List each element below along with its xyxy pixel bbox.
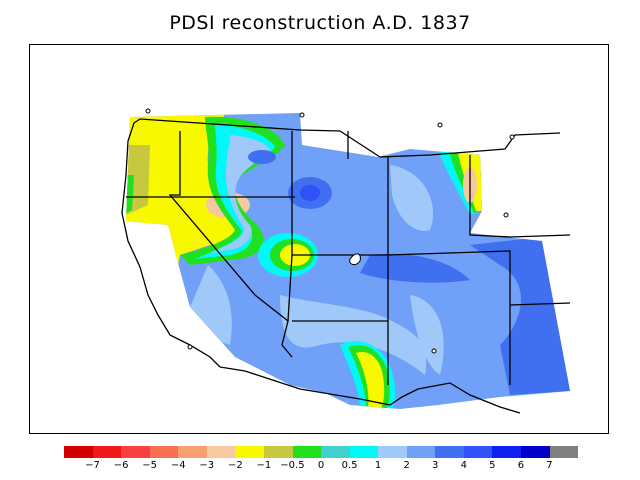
- legend-swatch-4: [178, 446, 207, 458]
- legend-label-4: −3: [199, 460, 215, 471]
- lake-1: [145, 108, 151, 114]
- pdsi-map: [121, 108, 571, 414]
- legend-swatch-8: [292, 446, 322, 458]
- color-legend: [64, 446, 579, 458]
- field-light-band: [210, 135, 270, 253]
- legend-label-9: 0.5: [341, 460, 358, 471]
- field-east-wet: [470, 235, 570, 395]
- field-montana-light: [390, 165, 434, 231]
- lake-7: [187, 344, 193, 350]
- dakota-border: [469, 155, 571, 238]
- legend-label-6: −1: [256, 460, 272, 471]
- legend-label-12: 3: [432, 460, 439, 471]
- legend-label-10: 1: [374, 460, 382, 471]
- legend-swatch-14: [463, 446, 493, 458]
- legend-label-3: −4: [170, 460, 186, 471]
- field-west-green: [126, 175, 134, 213]
- legend-swatch-1: [92, 446, 122, 458]
- legend-label-11: 2: [403, 460, 410, 471]
- map-panel: [29, 44, 609, 434]
- legend-swatch-13: [435, 446, 464, 458]
- legend-label-16: 7: [546, 460, 553, 471]
- legend-bar: [64, 446, 579, 458]
- legend-swatch-11: [378, 446, 407, 458]
- legend-swatch-10: [349, 446, 379, 458]
- legend-swatch-2: [121, 446, 150, 458]
- legend-label-2: −5: [142, 460, 158, 471]
- nevada-border: [168, 131, 293, 358]
- lake-5: [503, 212, 509, 218]
- legend-label-8: 0: [317, 460, 325, 471]
- mexico-border-west: [219, 366, 391, 406]
- field-newmexico-light: [410, 295, 444, 375]
- legend-label-7: −0.5: [280, 460, 305, 471]
- legend-label-15: 6: [517, 460, 525, 471]
- field-southwest-light: [280, 295, 427, 375]
- legend-labels: −7 −6 −5 −4 −3 −2 −1 −0.5 0 0.5 1 2 3 4 5 6 7: [64, 460, 578, 474]
- lake-3: [437, 122, 443, 128]
- field-wyoming-core: [300, 185, 320, 201]
- legend-swatch-7: [263, 446, 293, 458]
- legend-label-1: −6: [113, 460, 129, 471]
- legend-label-0: −7: [85, 460, 100, 471]
- legend-swatch-16: [521, 446, 550, 458]
- legend-swatch-0: [64, 446, 93, 458]
- field-arizona-dry: [356, 351, 385, 409]
- legend-swatch-3: [149, 446, 179, 458]
- lake-6: [431, 348, 437, 354]
- legend-swatch-17: [549, 446, 579, 458]
- lake-2: [299, 112, 305, 118]
- legend-swatch-12: [406, 446, 436, 458]
- legend-label-13: 4: [460, 460, 467, 471]
- lakes: [145, 108, 515, 354]
- legend-swatch-6: [235, 446, 264, 458]
- great-salt-lake: [349, 253, 361, 266]
- legend-label-14: 5: [489, 460, 496, 471]
- colorado-east-border: [387, 250, 511, 385]
- field-idaho-wet: [248, 150, 276, 164]
- mexico-border-east: [389, 382, 521, 414]
- legend-swatch-15: [492, 446, 521, 458]
- legend-swatch-5: [206, 446, 236, 458]
- lake-4: [509, 134, 515, 140]
- legend-label-5: −2: [227, 460, 243, 471]
- utah-west-border: [287, 254, 293, 322]
- field-dakota-light: [410, 113, 424, 145]
- legend-swatch-9: [321, 446, 350, 458]
- oklahoma-border: [509, 302, 571, 306]
- map-title: PDSI reconstruction A.D. 1837: [169, 12, 471, 34]
